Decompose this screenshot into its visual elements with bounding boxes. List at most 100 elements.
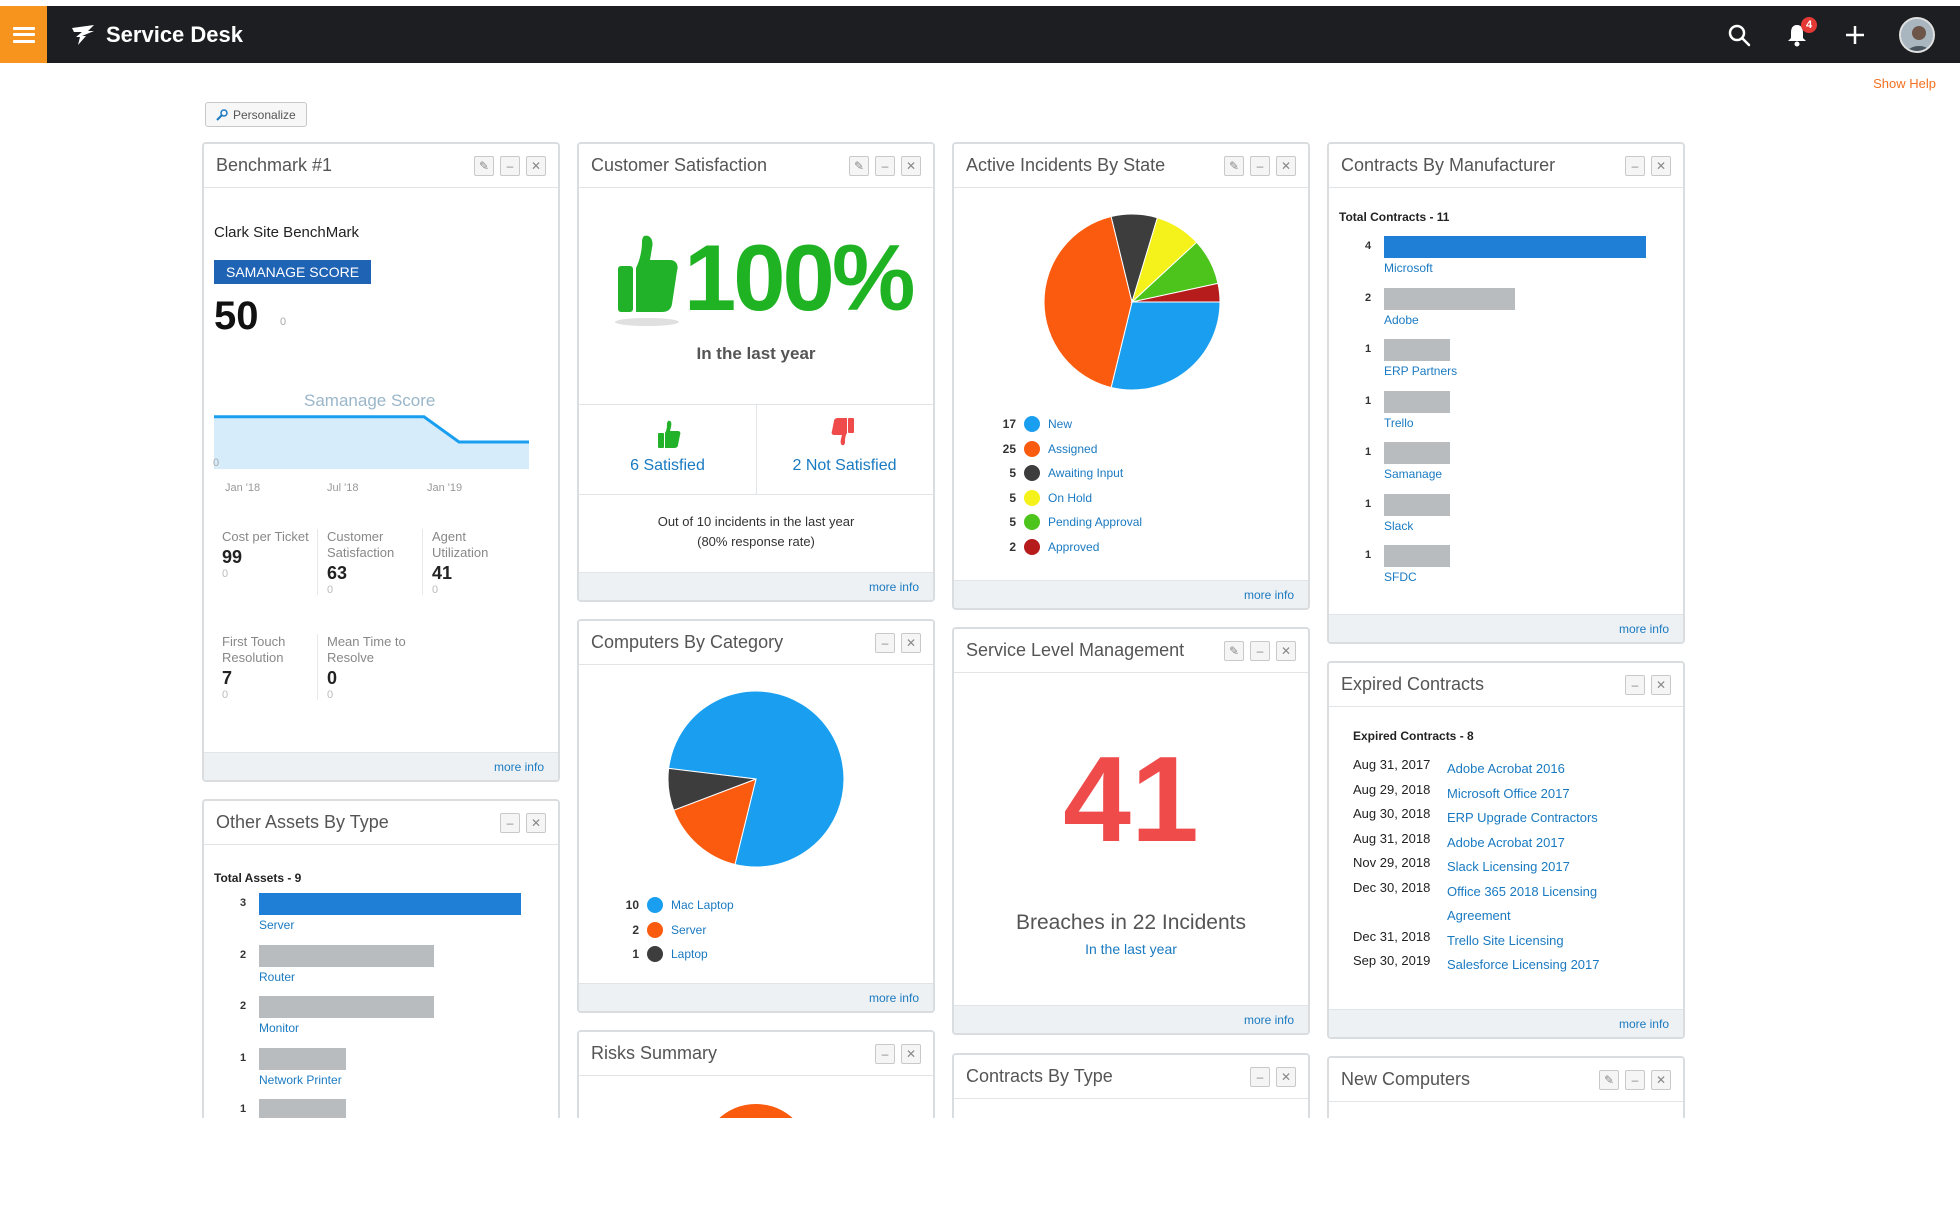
close-widget-button[interactable]: ✕ [1276, 155, 1296, 176]
legend-count: 17 [1002, 417, 1016, 431]
legend-swatch [647, 897, 663, 913]
bar-label[interactable]: SFDC [1384, 570, 1417, 584]
bar[interactable] [259, 893, 521, 915]
close-widget-button[interactable]: ✕ [1651, 674, 1671, 695]
minimize-widget-button[interactable]: – [875, 632, 895, 653]
minimize-icon: – [881, 158, 889, 173]
pie-slice-laptop[interactable] [667, 767, 757, 811]
bar[interactable] [1384, 339, 1450, 361]
minimize-widget-button[interactable]: – [1250, 155, 1270, 176]
close-widget-button[interactable]: ✕ [901, 1043, 921, 1064]
contract-name-link[interactable]: Salesforce Licensing 2017 [1447, 957, 1600, 972]
bar[interactable] [259, 1047, 347, 1070]
bar-label[interactable]: Server [259, 918, 295, 932]
personalize-button[interactable]: Personalize [205, 102, 307, 127]
minimize-widget-button[interactable]: – [1625, 1069, 1645, 1090]
minimize-widget-button[interactable]: – [1250, 1066, 1270, 1087]
search-icon [1728, 24, 1751, 46]
bar-label[interactable]: Microsoft [1384, 261, 1433, 275]
more-info-link[interactable]: more info [579, 572, 933, 600]
kpi-label: First Touch Resolution [222, 634, 286, 665]
more-info-link[interactable]: more info [1329, 614, 1683, 642]
bar[interactable] [1384, 493, 1450, 516]
legend-item[interactable]: 2 Approved [994, 538, 1099, 555]
minimize-widget-button[interactable]: – [500, 812, 520, 833]
contract-name-link[interactable]: Office 365 2018 Licensing Agreement [1447, 883, 1598, 923]
notifications-button[interactable]: 4 [1783, 16, 1817, 49]
close-widget-button[interactable]: ✕ [1276, 640, 1296, 661]
contract-name-link[interactable]: Microsoft Office 2017 [1447, 785, 1570, 801]
pie-slice-new[interactable] [1110, 301, 1221, 391]
bar[interactable] [1384, 545, 1450, 567]
show-help-link[interactable]: Show Help [1873, 76, 1936, 91]
close-widget-button[interactable]: ✕ [1276, 1066, 1296, 1087]
bar[interactable] [1384, 287, 1515, 310]
minimize-widget-button[interactable]: – [1625, 674, 1645, 695]
bar[interactable] [259, 944, 434, 967]
bar-label[interactable]: Monitor [259, 1021, 300, 1035]
minimize-widget-button[interactable]: – [1250, 640, 1270, 661]
bar[interactable] [259, 1099, 347, 1121]
bar[interactable] [1384, 442, 1450, 464]
brand[interactable]: Service Desk [70, 6, 243, 63]
avatar[interactable] [1899, 16, 1935, 53]
computers-pie-chart [667, 690, 845, 868]
legend-item[interactable]: 2 Server [617, 921, 706, 938]
bar[interactable] [1384, 390, 1450, 413]
edit-widget-button[interactable]: ✎ [1224, 640, 1244, 661]
minimize-widget-button[interactable]: – [500, 155, 520, 176]
legend-item[interactable]: 10 Mac Laptop [617, 897, 734, 913]
kpi-sub: 0 [432, 584, 439, 596]
contract-name-link[interactable]: Adobe Acrobat 2016 [1447, 761, 1565, 776]
close-widget-button[interactable]: ✕ [1651, 155, 1671, 176]
minimize-widget-button[interactable]: – [1625, 155, 1645, 176]
pie-slice-approved[interactable] [1131, 282, 1221, 303]
not-satisfied-count-link[interactable]: 2 Not Satisfied [792, 457, 897, 474]
close-widget-button[interactable]: ✕ [901, 632, 921, 653]
hamburger-menu-button[interactable] [0, 6, 47, 63]
edit-widget-button[interactable]: ✎ [1224, 155, 1244, 176]
satisfaction-percent: 100% [684, 225, 915, 330]
close-widget-button[interactable]: ✕ [526, 812, 546, 833]
minimize-icon: – [881, 1046, 889, 1061]
edit-widget-button[interactable]: ✎ [474, 155, 494, 176]
bar-label[interactable]: Samanage [1384, 467, 1443, 481]
bar[interactable] [1384, 236, 1646, 258]
more-info-link[interactable]: more info [954, 580, 1308, 608]
bar-label[interactable]: Adobe [1384, 312, 1419, 327]
pie-slice-server[interactable] [673, 778, 757, 866]
bar-label[interactable]: Network Printer [259, 1072, 342, 1087]
contract-name-link[interactable]: Trello Site Licensing [1447, 932, 1564, 948]
minimize-widget-button[interactable]: – [875, 1043, 895, 1064]
legend-item[interactable]: 5 On Hold [994, 489, 1092, 506]
contract-name-link[interactable]: Adobe Acrobat 2017 [1447, 834, 1565, 850]
contract-name-link[interactable]: Slack Licensing 2017 [1447, 859, 1570, 874]
minimize-widget-button[interactable]: – [875, 155, 895, 176]
legend-item[interactable]: 25 Assigned [994, 440, 1097, 457]
bar-label[interactable]: Trello [1384, 415, 1414, 430]
add-button[interactable] [1841, 21, 1869, 49]
legend-item[interactable]: 5 Pending Approval [994, 514, 1142, 530]
more-info-link[interactable]: more info [954, 1005, 1308, 1033]
more-info-link[interactable]: more info [1329, 1009, 1683, 1037]
satisfied-count-link[interactable]: 6 Satisfied [630, 457, 705, 474]
edit-widget-button[interactable]: ✎ [1599, 1069, 1619, 1090]
bar[interactable] [259, 996, 434, 1018]
pie-slice-assigned[interactable] [1043, 215, 1133, 389]
more-info-link[interactable]: more info [579, 983, 933, 1011]
legend-item[interactable]: 5 Awaiting Input [994, 465, 1123, 481]
minimize-icon: – [881, 635, 889, 650]
bar-label[interactable]: ERP Partners [1384, 364, 1458, 378]
more-info-link[interactable]: more info [204, 752, 558, 780]
search-button[interactable] [1725, 21, 1753, 49]
bar-label[interactable]: Router [259, 969, 296, 984]
close-widget-button[interactable]: ✕ [1651, 1069, 1671, 1090]
close-icon: ✕ [1655, 677, 1667, 692]
legend-item[interactable]: 17 New [994, 416, 1072, 432]
close-widget-button[interactable]: ✕ [901, 155, 921, 176]
bar-label[interactable]: Slack [1384, 518, 1414, 533]
edit-widget-button[interactable]: ✎ [849, 155, 869, 176]
legend-item[interactable]: 1 Laptop [617, 946, 708, 962]
contract-name-link[interactable]: ERP Upgrade Contractors [1447, 810, 1598, 825]
close-widget-button[interactable]: ✕ [526, 155, 546, 176]
